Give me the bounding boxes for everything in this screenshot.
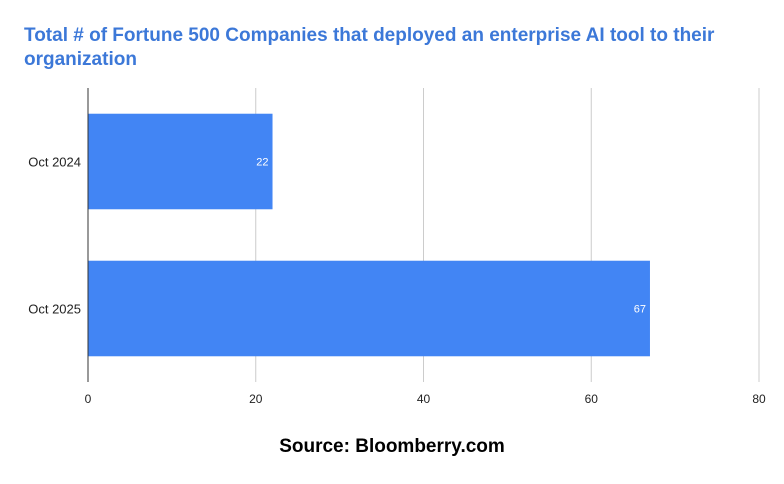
chart-title: Total # of Fortune 500 Companies that de… <box>24 25 715 70</box>
x-tick-label: 80 <box>752 392 766 406</box>
labels: 0 20 40 60 80 22 Oct 2024 67 Oct 2025 <box>28 155 766 407</box>
x-tick-label: 20 <box>249 392 263 406</box>
source-note: Source: Bloomberry.com <box>279 436 505 457</box>
data-label: 67 <box>634 304 646 316</box>
x-tick-label: 40 <box>417 392 431 406</box>
x-tick-label: 60 <box>585 392 599 406</box>
bar-chart: 0 20 40 60 80 22 Oct 2024 67 Oct 2025 <box>28 88 766 407</box>
category-label: Oct 2024 <box>28 155 81 170</box>
bar-oct-2024 <box>88 113 273 210</box>
category-label: Oct 2025 <box>28 302 81 317</box>
data-label: 22 <box>256 157 268 169</box>
bar-oct-2025 <box>88 260 650 357</box>
bars <box>88 113 650 357</box>
x-tick-label: 0 <box>85 392 92 406</box>
